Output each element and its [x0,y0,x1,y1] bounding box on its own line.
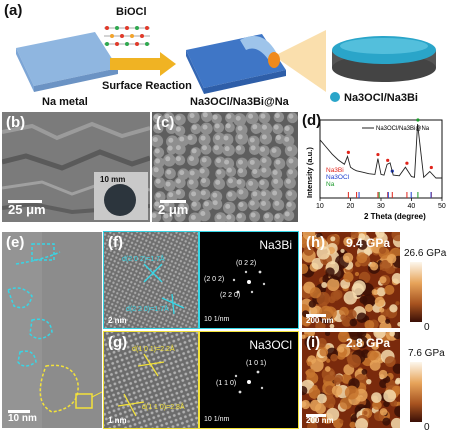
reagent-label: BiOCl [116,6,147,18]
panel-i-cbar-max: 7.6 GPa [408,348,445,359]
caption-film: Na3OCl/Na3Bi [344,92,418,104]
peak-marker [416,118,420,122]
panel-g-scale: 1 nm [108,416,127,425]
y-axis-label: Intensity (a.u.) [305,147,314,198]
panel-h-scalebar [306,314,326,317]
sem-grains-c [152,112,298,222]
na-metal-sheet [16,32,118,92]
fft-spots-g [234,370,264,394]
panel-i-cbar-min: 0 [424,422,430,433]
reaction-label: Surface Reaction [102,80,192,92]
panel-b-scale: 25 μm [8,202,46,217]
panel-e-scale: 10 nm [8,413,37,424]
panel-f-d1: d(2 0 2)=1.7Å [122,256,165,263]
fft-g-spot2: (1 1 0) [216,380,237,387]
panel-g-d1: d(1 0 1)=2.2Å [132,346,175,353]
caption-coated-na: Na3OCl/Na3Bi@Na [190,96,289,108]
panel-g-fft: Na3OCl (1 0 1) (1 1 0) 10 1/nm [199,331,299,429]
panel-h-modulus: 9.4 GPa [346,236,391,250]
panel-a-label: (a) [4,2,23,19]
x-tick-label: 40 [408,203,416,210]
peak-marker [429,165,433,170]
panel-g-label: (g) [108,334,128,351]
panel-b-label: (b) [6,114,26,131]
panel-i-scalebar [306,414,326,417]
panel-b-sem: (b) 10 mm 25 μm [2,112,150,222]
panel-f-d2: d(2 2 0)=1.7Å [126,306,169,313]
panel-f-fft: Na3Bi (0 2 2) (2 0 2) (2 2 0) 10 1/nm [199,231,299,329]
electrode-disk [104,184,136,216]
panel-c-label: (c) [156,114,175,131]
peak-marker [405,161,409,165]
legend-na3bi: Na3Bi [326,167,344,174]
panel-g-hrtem: (g) d(1 0 1)=2.2Å d(1 1 0)=2.8Å 1 nm [103,331,199,429]
panel-g-fft-scale: 10 1/nm [204,416,230,423]
legend-na3ocl: Na3OCl [326,174,350,181]
legend-series: Na3OCl/Na3Bi@Na [376,126,430,132]
x-tick-label: 50 [438,203,446,210]
biocl-structure [104,26,150,46]
inset-photo: 10 mm [94,172,148,220]
xrd-trace [319,123,442,179]
fft-f-spot3: (2 2 0) [220,292,241,299]
afm-map-h [302,232,400,328]
legend-na: Na [326,181,335,188]
fft-f-spot1: (0 2 2) [236,260,257,267]
caption-na-metal: Na metal [42,96,88,108]
panel-i-modulus: 2.8 GPa [346,336,391,350]
x-tick-label: 30 [377,203,385,210]
panel-f-scale: 2 nm [108,316,127,325]
panel-h-cbar-max: 26.6 GPa [404,248,447,259]
panel-c-scalebar [160,200,186,203]
tem-overlays [2,232,102,428]
fft-spots-f [232,270,266,294]
panel-b-scalebar [8,200,42,203]
peak-marker [386,158,390,162]
x-axis-label: 2 Theta (degree) [364,212,426,221]
x-tick-label: 20 [347,203,355,210]
panel-e-tem: (e) 10 nm [2,232,102,428]
panel-e-label: (e) [6,234,25,251]
film-disk [332,36,436,82]
peak-marker [346,150,350,154]
film-legend-dot [330,92,340,102]
panel-h-cbar-min: 0 [424,322,430,333]
reaction-arrow [110,52,176,76]
panel-c-scale: 2 μm [158,202,189,217]
panel-i-colorbar [410,362,422,422]
panel-i-label: (i) [306,334,321,351]
panel-i-scale: 200 nm [306,416,334,425]
x-tick-label: 10 [316,203,324,210]
panel-e-scalebar [8,410,30,413]
afm-map-i [302,332,400,428]
peak-marker [376,152,380,157]
panel-d-label: (d) [302,112,322,129]
panel-f-label: (f) [108,234,123,251]
lattice-f [104,232,198,328]
panel-g-d2: d(1 1 0)=2.8Å [142,404,185,411]
coated-sheet [186,34,286,94]
panel-f-fft-scale: 10 1/nm [204,316,230,323]
panel-f-phase: Na3Bi [259,238,292,252]
panel-h-label: (h) [306,234,326,251]
panel-c-sem: (c) 2 μm [152,112,298,222]
panel-f-hrtem: (f) d(2 0 2)=1.7Å d(2 2 0)=1.7Å 2 nm [103,231,199,329]
panel-h-afm: (h) 9.4 GPa 200 nm [302,232,400,328]
xrd-chart: 10 20 30 40 50 Na3OCl/Na3Bi@Na Na3Bi Na3OCl … [305,118,446,221]
fft-g-spot1: (1 0 1) [246,360,267,367]
lattice-g [104,332,198,428]
panel-i-afm: (i) 2.8 GPa 200 nm [302,332,400,428]
panel-h-colorbar [410,262,422,322]
inset-scale-label: 10 mm [100,175,126,184]
panel-g-phase: Na3OCl [249,338,292,352]
panel-h-scale: 200 nm [306,316,334,325]
zoom-glow [268,30,326,92]
panel-a-schematic [16,26,436,102]
fft-f-spot2: (2 0 2) [204,276,225,283]
